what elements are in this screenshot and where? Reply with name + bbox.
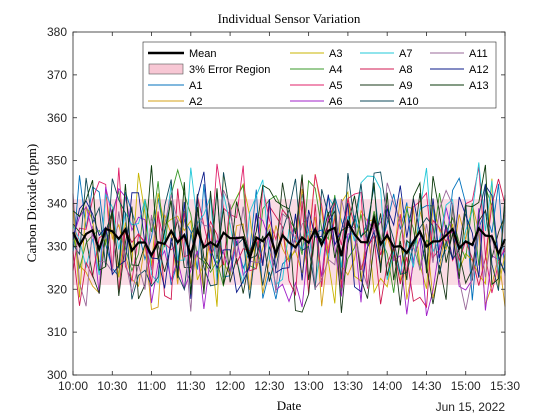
legend-label: A7 — [399, 48, 412, 60]
series-line-a3 — [72, 172, 506, 307]
x-tick-label: 11:30 — [176, 379, 205, 393]
legend-label: A6 — [329, 96, 342, 108]
chart-title: Individual Sensor Variation — [218, 11, 361, 26]
x-tick-label: 10:00 — [58, 379, 88, 393]
y-axis-label: Carbon Dioxide (ppm) — [24, 144, 39, 262]
x-tick-label: 12:30 — [254, 379, 284, 393]
legend-swatch — [148, 63, 184, 75]
y-tick-label: 380 — [47, 25, 67, 39]
legend: Mean 3% Error Region A1 A2 A3 A4 A5 A6 A7 A8 A9 A10… — [142, 41, 497, 109]
legend-label: A13 — [469, 80, 489, 92]
legend-label: A8 — [399, 64, 412, 76]
y-tick-label: 310 — [47, 325, 67, 339]
y-tick-label: 300 — [47, 368, 67, 382]
x-tick-label: 12:00 — [215, 379, 245, 393]
x-tick-label: 15:30 — [490, 379, 520, 393]
x-tick-label: 11:00 — [137, 379, 166, 393]
series-line-a6 — [72, 186, 506, 317]
x-tick-label: 13:30 — [333, 379, 363, 393]
series-line-a7 — [72, 162, 506, 286]
x-axis: 10:00 10:30 11:00 11:30 12:00 12:30 13:00 13:30… — [58, 32, 520, 393]
legend-label: 3% Error Region — [189, 64, 270, 76]
y-tick-label: 320 — [47, 282, 67, 296]
date-label: Jun 15, 2022 — [436, 400, 506, 414]
legend-label: A12 — [469, 64, 489, 76]
y-tick-label: 330 — [47, 239, 67, 253]
legend-label: A4 — [329, 64, 342, 76]
x-tick-label: 15:00 — [451, 379, 481, 393]
legend-label: A5 — [329, 80, 342, 92]
legend-label: Mean — [189, 48, 217, 60]
legend-label: A10 — [399, 96, 419, 108]
y-tick-label: 360 — [47, 111, 67, 125]
legend-label: A9 — [399, 80, 412, 92]
x-tick-label: 14:30 — [411, 379, 441, 393]
x-tick-label: 13:00 — [294, 379, 324, 393]
mean-line — [72, 213, 507, 263]
x-tick-label: 14:00 — [372, 379, 402, 393]
y-tick-label: 370 — [47, 68, 67, 82]
legend-label: A1 — [189, 80, 202, 92]
legend-label: A2 — [189, 96, 202, 108]
series-line-a11 — [72, 182, 506, 312]
x-axis-label: Date — [277, 398, 302, 413]
y-axis: 300 310 320 330 340 350 360 370 380 — [47, 25, 505, 382]
x-tick-label: 10:30 — [97, 379, 127, 393]
y-tick-label: 340 — [47, 197, 67, 211]
y-tick-label: 350 — [47, 154, 67, 168]
legend-label: A11 — [469, 48, 488, 60]
legend-label: A3 — [329, 48, 342, 60]
